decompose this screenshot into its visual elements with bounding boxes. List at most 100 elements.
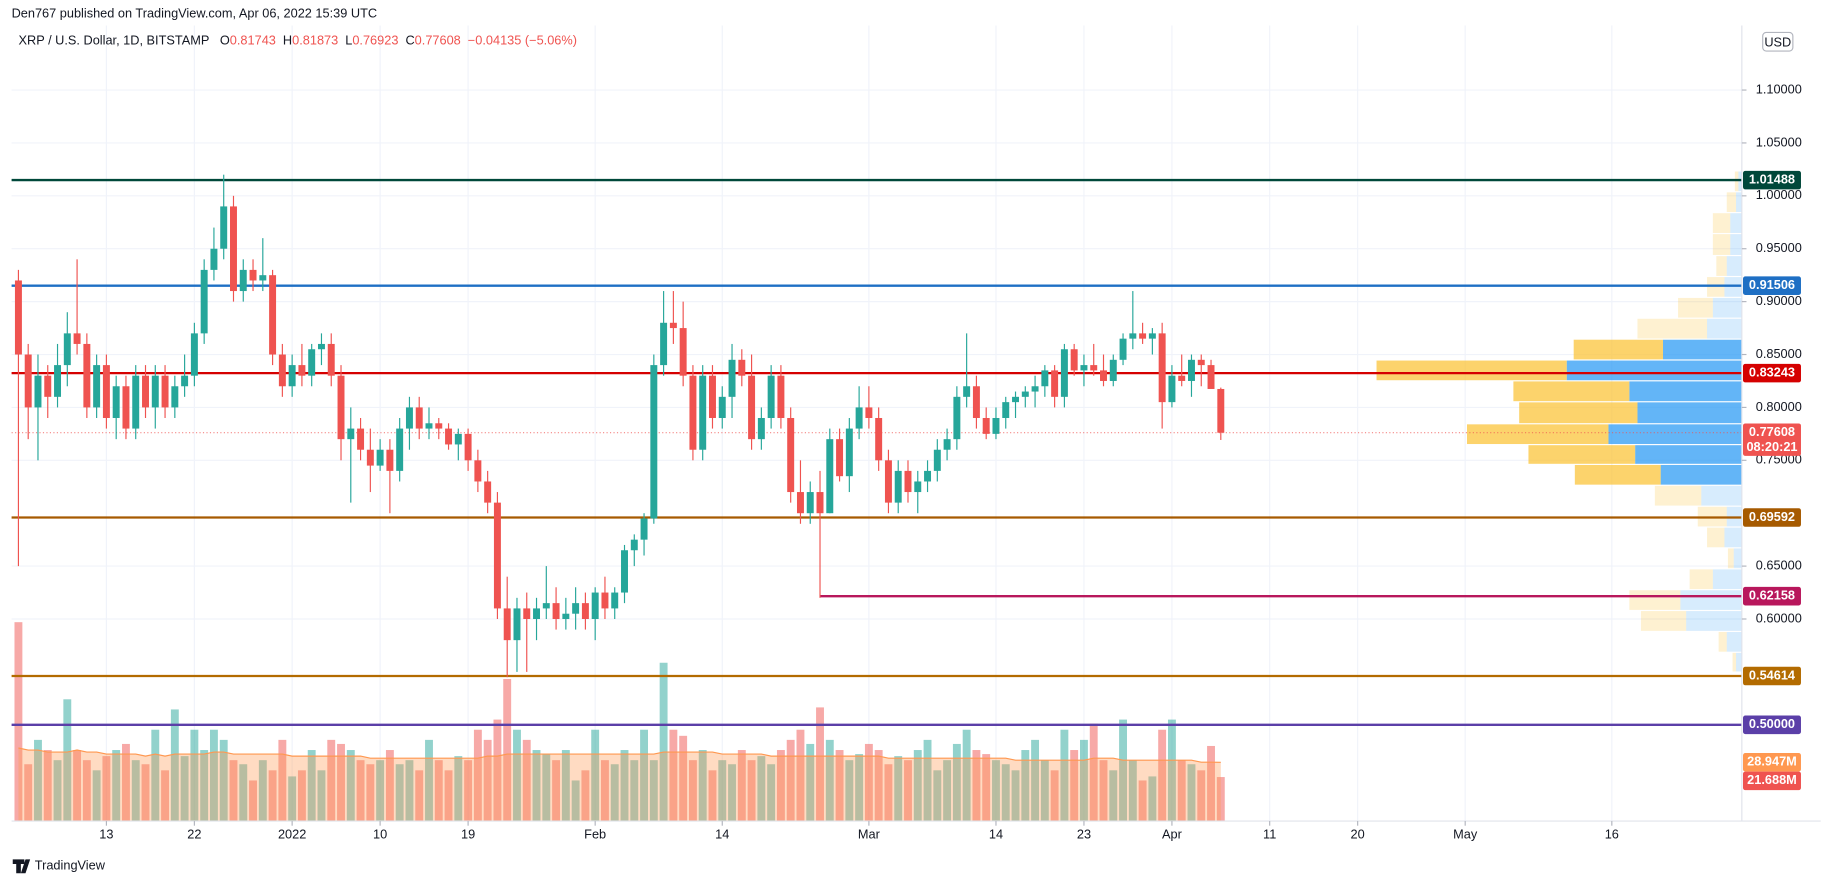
level-label-box	[1742, 276, 1801, 295]
volume-bar	[1050, 770, 1059, 822]
volume-ma-label: 28.947M	[1747, 754, 1797, 769]
profile-up	[1726, 256, 1742, 276]
last-price-label: 0.77608	[1749, 424, 1795, 439]
profile-down	[1726, 192, 1737, 213]
volume-bar	[454, 756, 463, 822]
volume-bar	[1031, 739, 1040, 822]
o-value: 0.81743	[230, 33, 276, 48]
x-tick-label: 16	[1605, 826, 1619, 841]
x-tick-label: May	[1453, 826, 1478, 841]
volume-bar	[952, 743, 961, 822]
candle-body	[386, 449, 394, 471]
volume-bar	[933, 770, 942, 822]
candle-body	[572, 603, 580, 614]
candle-body	[376, 449, 384, 466]
candle-body	[581, 603, 589, 619]
volume-bar	[258, 760, 267, 822]
candle-body	[278, 354, 286, 387]
volume-bar	[855, 754, 864, 822]
l-letter: L	[345, 33, 352, 48]
candle-body	[1119, 338, 1127, 360]
profile-up	[1724, 527, 1742, 548]
candle-body	[102, 365, 110, 418]
volume-bar	[806, 743, 815, 822]
candle-body	[357, 428, 365, 450]
o-letter: O	[220, 33, 230, 48]
candle-body	[151, 375, 159, 408]
level-label: 0.50000	[1749, 716, 1795, 731]
candle-body	[660, 322, 668, 366]
volume-bar	[346, 750, 355, 822]
x-tick-label: 23	[1077, 826, 1091, 841]
candle-body	[562, 613, 570, 619]
volume-bar	[561, 750, 570, 822]
y-tick-label: 0.95000	[1756, 240, 1802, 255]
candle-body	[44, 375, 52, 397]
candle-body	[542, 603, 550, 609]
level-label-box	[1742, 666, 1801, 686]
last-price-box	[1742, 423, 1801, 456]
level-label-box	[1742, 586, 1801, 606]
candle-body	[982, 417, 990, 434]
volume-bar	[239, 764, 248, 822]
y-tick-label: 0.85000	[1756, 346, 1802, 361]
candle-body	[308, 349, 316, 376]
volume-bar	[395, 764, 404, 822]
volume-bar	[904, 760, 912, 822]
candle-body	[142, 375, 149, 408]
volume-bar	[972, 750, 981, 822]
candle-body	[122, 386, 130, 429]
x-tick-label: 14	[989, 826, 1003, 841]
profile-down	[1707, 527, 1725, 548]
volume-bar	[1021, 750, 1030, 822]
volume-bar	[728, 764, 736, 822]
h-letter: H	[283, 33, 292, 48]
volume-bar	[434, 760, 443, 822]
volume-bar	[659, 662, 668, 822]
candle-body	[239, 269, 247, 292]
candle-body	[816, 492, 824, 514]
profile-up	[1736, 652, 1742, 672]
x-tick-label: 2022	[278, 826, 306, 841]
volume-bar	[1060, 729, 1069, 822]
profile-down	[1712, 213, 1731, 233]
volume-bar	[317, 770, 326, 822]
candle-body	[1129, 333, 1137, 339]
levels	[11, 178, 1742, 726]
profile-up	[1635, 445, 1742, 464]
candle-body	[826, 439, 834, 514]
axes: 13 22 2022 10 19 Feb 14 Mar 14 23 Apr 11 20 May 16 0.60…	[11, 25, 1821, 841]
grid	[11, 25, 1742, 822]
y-tick-label: 0.60000	[1756, 610, 1802, 625]
candle-body	[1060, 349, 1068, 397]
volume-bar	[522, 739, 531, 822]
candle-body	[972, 386, 980, 418]
profile-down	[1716, 256, 1727, 276]
volume-bar	[92, 770, 101, 822]
profile-down	[1637, 318, 1708, 339]
candle-body	[425, 423, 433, 429]
candle-body	[1080, 365, 1088, 371]
volume-bar	[1207, 745, 1215, 822]
candle-body	[1178, 375, 1186, 381]
x-tick-label: 22	[187, 826, 201, 841]
volume-bar	[1011, 770, 1020, 822]
volume-label: 21.688M	[1747, 772, 1797, 787]
candle-body	[523, 608, 531, 619]
volume-bar	[151, 729, 160, 822]
volume-bar	[913, 750, 922, 822]
candle-body	[337, 375, 345, 440]
volume-bar	[679, 735, 688, 822]
candle-body	[1148, 333, 1156, 339]
currency-box[interactable]	[1762, 31, 1794, 52]
candle-body	[679, 328, 687, 376]
x-tick-label: 13	[99, 826, 113, 841]
candle-body	[865, 407, 873, 418]
volume-bar	[1187, 764, 1196, 822]
candle-body	[1051, 370, 1059, 397]
volume-bar	[464, 760, 473, 822]
volume-bar	[366, 764, 375, 822]
volume-bar	[190, 729, 199, 822]
volume-bar	[825, 739, 834, 822]
currency[interactable]: USD	[1764, 34, 1791, 49]
